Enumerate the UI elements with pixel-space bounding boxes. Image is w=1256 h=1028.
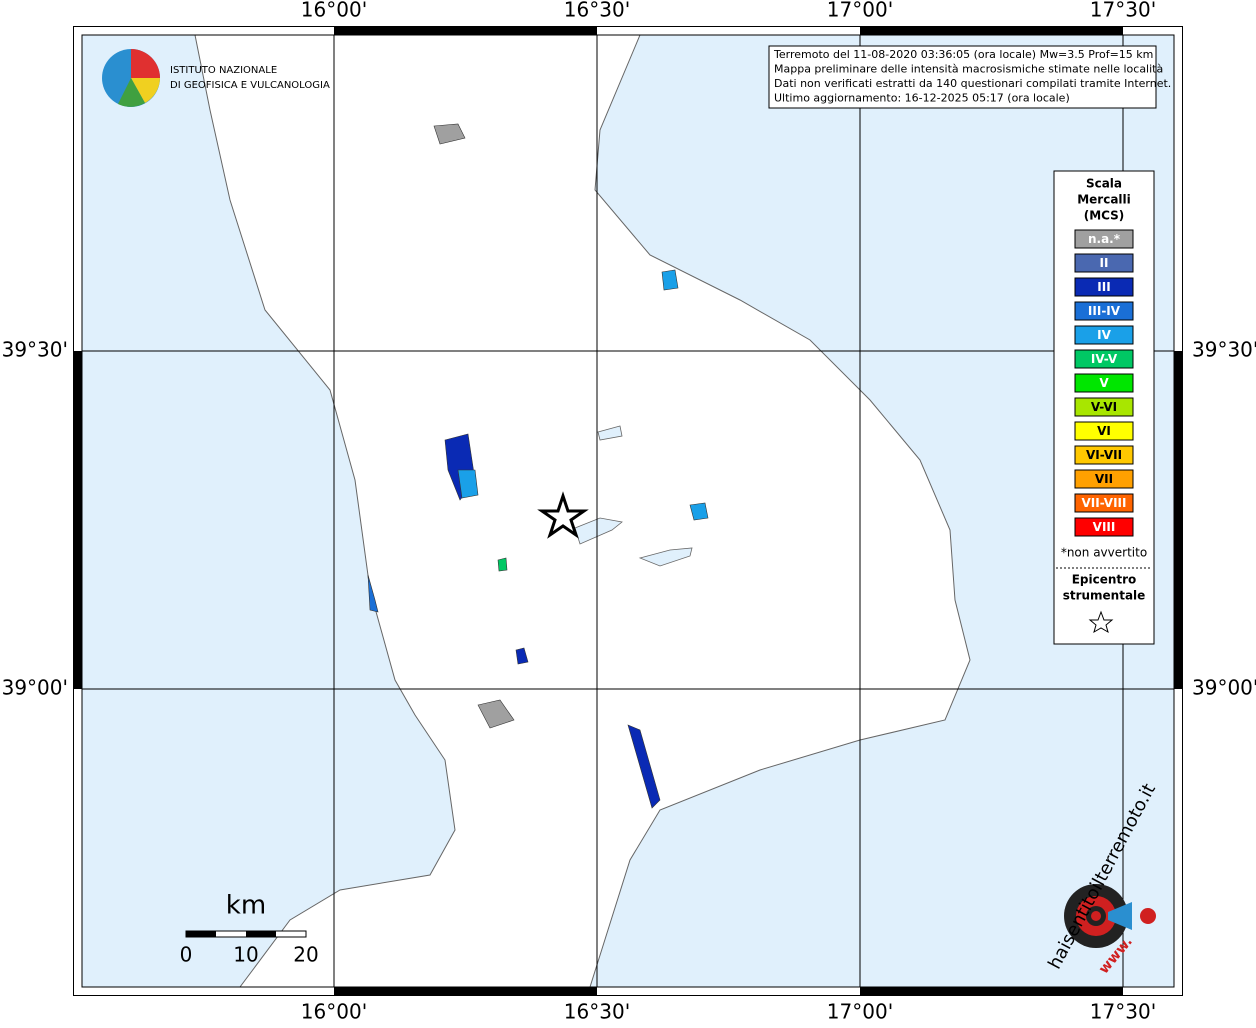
scale-label: 10 <box>233 943 258 967</box>
legend-swatch <box>1074 301 1134 321</box>
legend-label: VI <box>1097 424 1111 438</box>
legend-note: *non avvertito <box>1061 546 1147 560</box>
scale-bar <box>185 930 307 938</box>
legend-label: IV <box>1097 328 1111 342</box>
legend-epicenter: strumentale <box>1063 589 1146 603</box>
legend-label: III <box>1097 280 1110 294</box>
legend-label: VIII <box>1093 520 1116 534</box>
legend-label: II <box>1100 256 1109 270</box>
x-axis-label: 16°00' <box>301 1000 367 1024</box>
legend-label: IV-V <box>1091 352 1118 366</box>
localities <box>367 123 709 809</box>
x-axis-label: 17°00' <box>827 1000 893 1024</box>
info-line: Terremoto del 11-08-2020 03:36:05 (ora l… <box>773 48 1153 61</box>
ingv-logo: ISTITUTO NAZIONALE DI GEOFISICA E VULCAN… <box>102 49 330 107</box>
x-axis-label: 16°00' <box>301 0 367 22</box>
y-axis-label: 39°00' <box>1192 676 1256 700</box>
site-logo <box>1064 884 1156 948</box>
legend-label: III-IV <box>1088 304 1121 318</box>
legend-label: VII-VIII <box>1081 496 1126 510</box>
x-axis-label: 16°30' <box>564 0 630 22</box>
legend-label: VI-VII <box>1086 448 1122 462</box>
logo-text: ISTITUTO NAZIONALE <box>170 65 277 76</box>
y-axis-label: 39°30' <box>1192 338 1256 362</box>
legend-swatch <box>1074 373 1134 393</box>
info-line: Ultimo aggiornamento: 16-12-2025 05:17 (… <box>774 92 1070 105</box>
legend-swatch <box>1074 517 1134 537</box>
legend-swatch <box>1074 229 1134 249</box>
legend-label: V-VI <box>1091 400 1117 414</box>
legend-swatch <box>1074 253 1134 273</box>
legend-epicenter: Epicentro <box>1072 573 1137 587</box>
lakes <box>574 425 693 567</box>
x-axis-label: 17°00' <box>827 0 893 22</box>
x-axis-label: 17°30' <box>1090 1000 1156 1024</box>
legend-swatch <box>1074 493 1134 513</box>
info-box <box>768 45 1157 109</box>
logo-text: DI GEOFISICA E VULCANOLOGIA <box>170 80 330 91</box>
scale-label: 20 <box>293 943 318 967</box>
legend-swatch <box>1074 421 1134 441</box>
legend-star <box>1088 610 1114 634</box>
info-line: Dati non verificati estratti da 140 ques… <box>774 77 1171 90</box>
info-line: Mappa preliminare delle intensità macros… <box>774 63 1163 76</box>
y-axis-label: 39°30' <box>2 338 68 362</box>
legend-title: (MCS) <box>1084 209 1125 223</box>
legend-label: n.a.* <box>1088 232 1121 246</box>
legend-swatch <box>1074 277 1134 297</box>
x-axis-label: 17°30' <box>1090 0 1156 22</box>
scale-unit: km <box>226 891 266 921</box>
frame <box>73 26 1183 996</box>
legend-swatch <box>1074 469 1134 489</box>
legend-title: Scala <box>1086 177 1122 191</box>
legend-swatch <box>1074 325 1134 345</box>
legend-swatch <box>1074 397 1134 417</box>
legend-label: VII <box>1095 472 1113 486</box>
x-axis-label: 16°30' <box>564 1000 630 1024</box>
legend-swatch <box>1074 445 1134 465</box>
legend-title: Mercalli <box>1077 193 1131 207</box>
legend-swatch <box>1074 349 1134 369</box>
epicenter-star <box>537 491 589 539</box>
y-axis-label: 39°00' <box>2 676 68 700</box>
scale-label: 0 <box>180 943 193 967</box>
legend-label: V <box>1099 376 1109 390</box>
